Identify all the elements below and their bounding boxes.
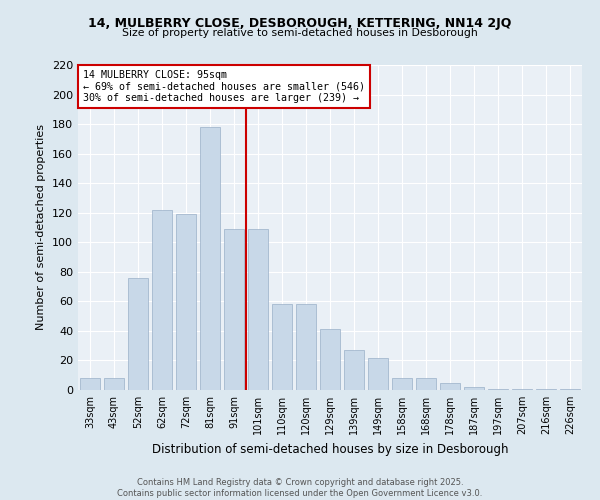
Bar [464, 387, 484, 390]
Y-axis label: Number of semi-detached properties: Number of semi-detached properties [37, 124, 46, 330]
Bar [224, 229, 244, 390]
Text: Size of property relative to semi-detached houses in Desborough: Size of property relative to semi-detach… [122, 28, 478, 38]
Text: 14, MULBERRY CLOSE, DESBOROUGH, KETTERING, NN14 2JQ: 14, MULBERRY CLOSE, DESBOROUGH, KETTERIN… [88, 18, 512, 30]
X-axis label: Distribution of semi-detached houses by size in Desborough: Distribution of semi-detached houses by … [152, 442, 508, 456]
Bar [296, 304, 316, 390]
Bar [104, 378, 124, 390]
Bar [560, 388, 580, 390]
Text: 14 MULBERRY CLOSE: 95sqm
← 69% of semi-detached houses are smaller (546)
30% of : 14 MULBERRY CLOSE: 95sqm ← 69% of semi-d… [83, 70, 365, 103]
Bar [128, 278, 148, 390]
Bar [80, 378, 100, 390]
Bar [536, 388, 556, 390]
Bar [344, 350, 364, 390]
Bar [200, 127, 220, 390]
Bar [272, 304, 292, 390]
Bar [176, 214, 196, 390]
Bar [488, 388, 508, 390]
Bar [440, 382, 460, 390]
Bar [368, 358, 388, 390]
Text: Contains HM Land Registry data © Crown copyright and database right 2025.
Contai: Contains HM Land Registry data © Crown c… [118, 478, 482, 498]
Bar [248, 229, 268, 390]
Bar [392, 378, 412, 390]
Bar [416, 378, 436, 390]
Bar [152, 210, 172, 390]
Bar [320, 330, 340, 390]
Bar [512, 388, 532, 390]
